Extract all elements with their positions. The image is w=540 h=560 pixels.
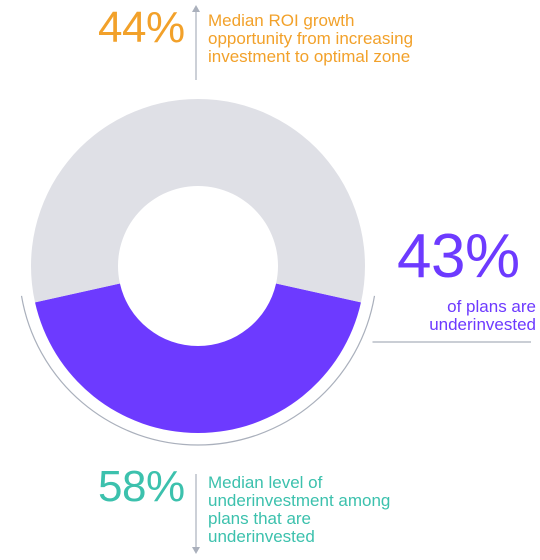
bottom-arrow-head xyxy=(192,547,200,554)
top-arrow-head xyxy=(192,5,200,12)
top-stat-value: 44% xyxy=(98,3,185,52)
top-stat-description: Median ROI growth opportunity from incre… xyxy=(208,11,414,66)
middle-stat-description: of plans are underinvested xyxy=(429,297,536,334)
bottom-stat-description: Median level of underinvestment among pl… xyxy=(208,473,391,546)
highlight-outer-arc xyxy=(20,295,376,446)
donut-slice-other xyxy=(30,99,365,303)
bottom-stat-value: 58% xyxy=(98,462,185,511)
donut-slice-underinvested xyxy=(35,283,361,434)
middle-stat-value: 43% xyxy=(397,222,520,291)
donut-slices xyxy=(30,99,365,434)
